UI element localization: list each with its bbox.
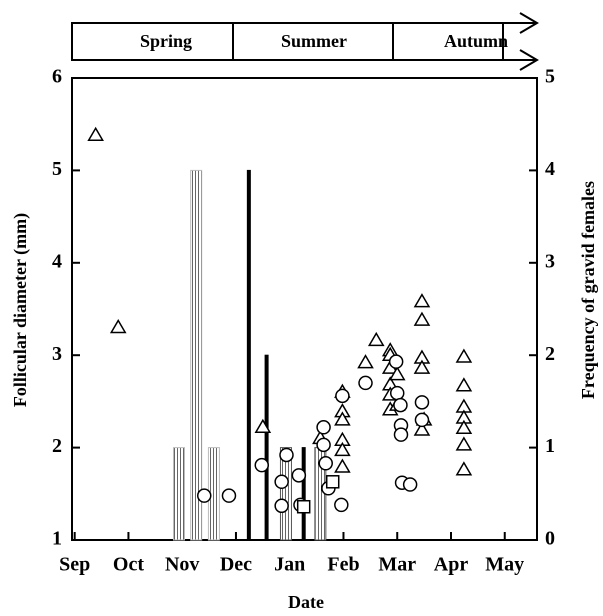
square-point: [325, 475, 340, 489]
circle-point: [274, 474, 289, 490]
circle-point: [358, 375, 373, 391]
x-tick-label: Apr: [434, 554, 469, 576]
triangle-point: [413, 421, 431, 436]
y-tick-label: 1: [52, 528, 62, 550]
circle-point: [316, 420, 331, 435]
y2-tick-label: 3: [545, 250, 555, 272]
season-label: Autumn: [444, 31, 508, 51]
triangle-point: [334, 441, 351, 457]
circle-point: [393, 397, 408, 413]
x-tick-label: Feb: [327, 554, 359, 576]
season-band: [71, 12, 539, 71]
circle-point: [316, 437, 331, 453]
bar: [246, 169, 251, 541]
triangle-point: [334, 411, 351, 426]
x-tick-label: May: [485, 554, 524, 576]
circle-point: [196, 488, 212, 503]
y2-tick-label: 2: [545, 343, 555, 365]
bar: [279, 447, 292, 541]
y-tick-label: 3: [52, 343, 62, 365]
y2-tick-label: 1: [545, 435, 555, 457]
triangle-point: [87, 126, 104, 142]
circle-point: [414, 412, 430, 428]
triangle-point: [334, 458, 351, 473]
triangle-point: [455, 419, 473, 434]
circle-point: [335, 388, 350, 404]
y-tick-label: 5: [52, 158, 62, 180]
x-axis-label: Date: [288, 592, 324, 612]
y-tick-label: 2: [52, 435, 62, 457]
triangle-point: [455, 436, 473, 451]
circle-point: [291, 468, 307, 483]
circle-point: [254, 457, 270, 473]
triangle-point: [109, 318, 127, 334]
triangle-point: [413, 293, 431, 308]
circle-point: [334, 497, 349, 513]
circle-point: [318, 456, 333, 471]
x-tick-label: Mar: [378, 554, 416, 576]
triangle-point: [455, 377, 473, 392]
y2-tick-label: 5: [545, 66, 555, 88]
x-tick-label: Sep: [59, 554, 90, 576]
y2-tick-label: 4: [545, 158, 555, 180]
y-axis-label: Follicular diameter (mm): [10, 213, 31, 407]
x-tick-label: Dec: [220, 554, 252, 576]
bar: [301, 447, 306, 541]
circle-point: [402, 477, 418, 492]
y-tick-label: 4: [52, 250, 62, 272]
triangle-point: [367, 331, 385, 347]
bar: [190, 169, 203, 541]
circle-point: [414, 395, 430, 410]
y2-tick-label: 0: [545, 528, 555, 550]
triangle-point: [413, 311, 431, 326]
y2-axis-label: Frequency of gravid females: [578, 181, 598, 399]
x-tick-label: Jan: [274, 554, 305, 576]
circle-point: [221, 488, 237, 503]
triangle-point: [388, 366, 406, 381]
season-label: Spring: [140, 31, 192, 51]
triangle-point: [254, 418, 272, 434]
x-tick-label: Oct: [113, 554, 144, 576]
y-tick-label: 6: [52, 66, 62, 88]
circle-point: [279, 447, 294, 463]
triangle-point: [357, 354, 374, 369]
season-label: Summer: [281, 31, 347, 51]
triangle-point: [455, 348, 473, 363]
circle-point: [393, 427, 409, 442]
triangle-point: [413, 359, 431, 374]
square-point: [296, 499, 311, 514]
bar: [264, 354, 269, 541]
circle-point: [388, 354, 404, 369]
circle-point: [274, 498, 289, 514]
x-tick-label: Nov: [165, 554, 199, 576]
circle-point: [389, 385, 405, 401]
bar: [172, 447, 185, 541]
triangle-point: [455, 461, 473, 476]
